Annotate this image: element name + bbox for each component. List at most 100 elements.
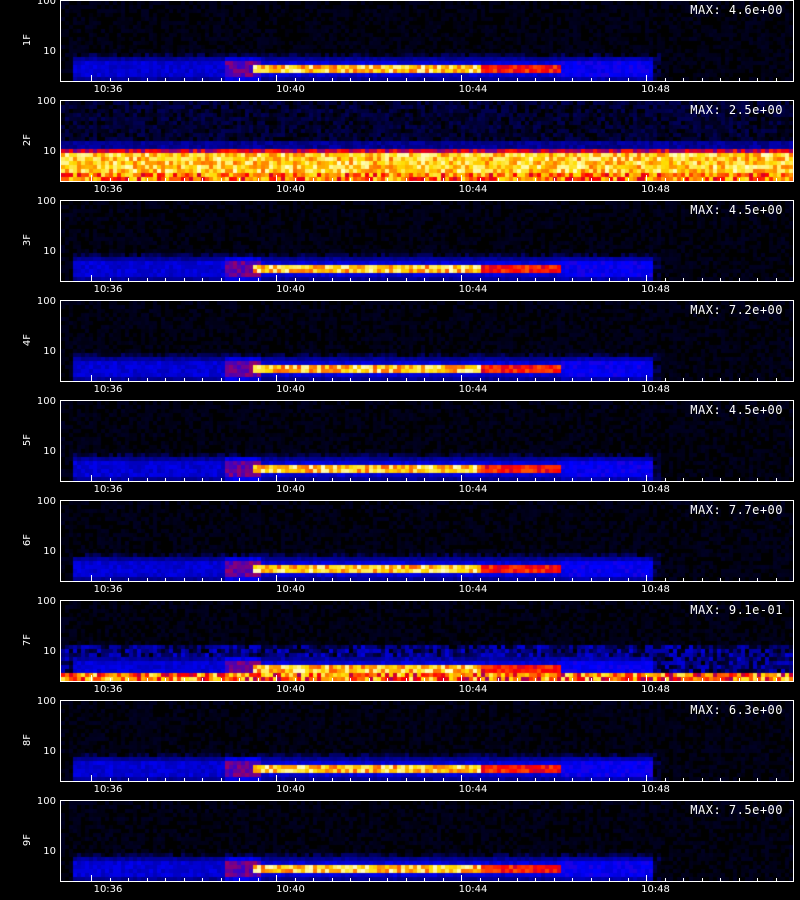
x-tick-mark xyxy=(757,378,758,381)
x-tick-mark xyxy=(350,878,351,881)
x-tick-mark xyxy=(294,778,296,781)
x-tick-mark xyxy=(627,178,629,181)
x-tick-mark xyxy=(202,778,203,781)
x-tick-mark xyxy=(535,278,536,281)
y-tick-label: 10 xyxy=(43,746,56,757)
x-tick-mark xyxy=(498,278,499,281)
x-tick-mark xyxy=(294,178,296,181)
spectrogram-panel: 8F 100 10 MAX: 6.3e+00 10:36 10:40 10:44 10:48 xyxy=(0,696,800,800)
x-tick-mark xyxy=(424,678,425,681)
x-tick-mark xyxy=(128,778,129,781)
spectrogram-panel: 5F 100 10 MAX: 4.5e+00 10:36 10:40 10:44 10:48 xyxy=(0,396,800,500)
x-tick-mark xyxy=(535,178,536,181)
x-tick-mark xyxy=(220,478,222,481)
x-tick-mark xyxy=(405,78,407,81)
x-tick-mark xyxy=(627,78,629,81)
x-tick-label: 10:40 xyxy=(276,284,305,295)
x-tick-mark xyxy=(498,778,499,781)
x-tick-mark xyxy=(276,275,277,281)
x-tick-mark xyxy=(664,878,666,881)
x-tick-mark xyxy=(683,278,684,281)
x-tick-mark xyxy=(257,78,259,81)
x-tick-mark xyxy=(590,278,592,281)
x-tick-mark xyxy=(646,175,647,181)
x-tick-mark xyxy=(701,378,703,381)
x-tick-mark xyxy=(720,78,721,81)
x-tick-label: 10:44 xyxy=(458,384,488,395)
x-tick-label: 10:40 xyxy=(276,384,305,395)
x-tick-mark xyxy=(627,378,629,381)
x-tick-mark xyxy=(461,175,462,181)
x-tick-mark xyxy=(91,375,92,381)
x-tick-mark xyxy=(590,878,592,881)
spectrogram-panel: 1F 100 10 MAX: 4.6e+00 10:36 10:40 10:44 10:48 xyxy=(0,0,800,100)
x-tick-mark xyxy=(609,778,610,781)
x-tick-mark xyxy=(405,178,407,181)
x-tick-mark xyxy=(738,478,740,481)
x-tick-mark xyxy=(387,578,388,581)
x-tick-mark xyxy=(498,178,499,181)
x-tick-mark xyxy=(368,578,370,581)
x-tick-mark xyxy=(165,378,166,381)
max-value-label: MAX: 2.5e+00 xyxy=(690,103,783,117)
x-tick-mark xyxy=(553,878,555,881)
x-tick-mark xyxy=(683,378,684,381)
x-tick-mark xyxy=(461,375,462,381)
x-tick-mark xyxy=(220,878,222,881)
y-tick-label: 100 xyxy=(36,696,56,707)
panel-ylabel: 4F xyxy=(22,333,33,347)
x-tick-mark xyxy=(368,78,370,81)
x-tick-mark xyxy=(775,478,777,481)
x-tick-label: 10:44 xyxy=(458,584,488,595)
x-tick-mark xyxy=(609,78,610,81)
x-tick-mark xyxy=(350,578,351,581)
x-tick-mark xyxy=(313,578,314,581)
x-tick-mark xyxy=(424,478,425,481)
x-tick-mark xyxy=(313,78,314,81)
x-tick-mark xyxy=(202,678,203,681)
x-tick-mark xyxy=(572,278,573,281)
heatmap-canvas xyxy=(61,101,793,181)
panel-ylabel: 8F xyxy=(22,733,33,747)
x-tick-mark xyxy=(387,878,388,881)
x-tick-mark xyxy=(276,575,277,581)
x-tick-mark xyxy=(368,878,370,881)
x-tick-mark xyxy=(738,378,740,381)
x-tick-label: 10:36 xyxy=(93,284,123,295)
x-tick-mark xyxy=(350,778,351,781)
x-tick-mark xyxy=(276,775,277,781)
x-tick-mark xyxy=(479,478,481,481)
x-tick-mark xyxy=(239,778,240,781)
x-tick-mark xyxy=(627,878,629,881)
x-tick-mark xyxy=(128,278,129,281)
x-tick-mark xyxy=(775,278,777,281)
x-tick-mark xyxy=(683,878,684,881)
x-tick-mark xyxy=(128,678,129,681)
x-tick-mark xyxy=(627,578,629,581)
x-tick-mark xyxy=(276,75,277,81)
x-tick-mark xyxy=(368,678,370,681)
x-tick-mark xyxy=(627,478,629,481)
x-tick-mark xyxy=(368,378,370,381)
x-tick-mark xyxy=(331,778,333,781)
x-tick-mark xyxy=(757,178,758,181)
x-tick-label: 10:36 xyxy=(93,484,123,495)
x-tick-mark xyxy=(109,278,111,281)
x-tick-mark xyxy=(257,878,259,881)
heatmap-canvas xyxy=(61,201,793,281)
x-tick-mark xyxy=(91,75,92,81)
x-tick-mark xyxy=(775,378,777,381)
spectrogram-panel: 2F 100 10 MAX: 2.5e+00 10:36 10:40 10:44 10:48 xyxy=(0,96,800,200)
x-tick-mark xyxy=(109,178,111,181)
x-tick-mark xyxy=(405,278,407,281)
x-tick-mark xyxy=(276,175,277,181)
x-tick-label: 10:40 xyxy=(276,484,305,495)
y-tick-label: 10 xyxy=(43,646,56,657)
x-tick-label: 10:40 xyxy=(276,584,305,595)
x-tick-mark xyxy=(572,178,573,181)
panel-ylabel: 5F xyxy=(22,433,33,447)
x-tick-mark xyxy=(646,475,647,481)
x-tick-mark xyxy=(368,178,370,181)
x-tick-mark xyxy=(91,175,92,181)
x-tick-mark xyxy=(720,278,721,281)
